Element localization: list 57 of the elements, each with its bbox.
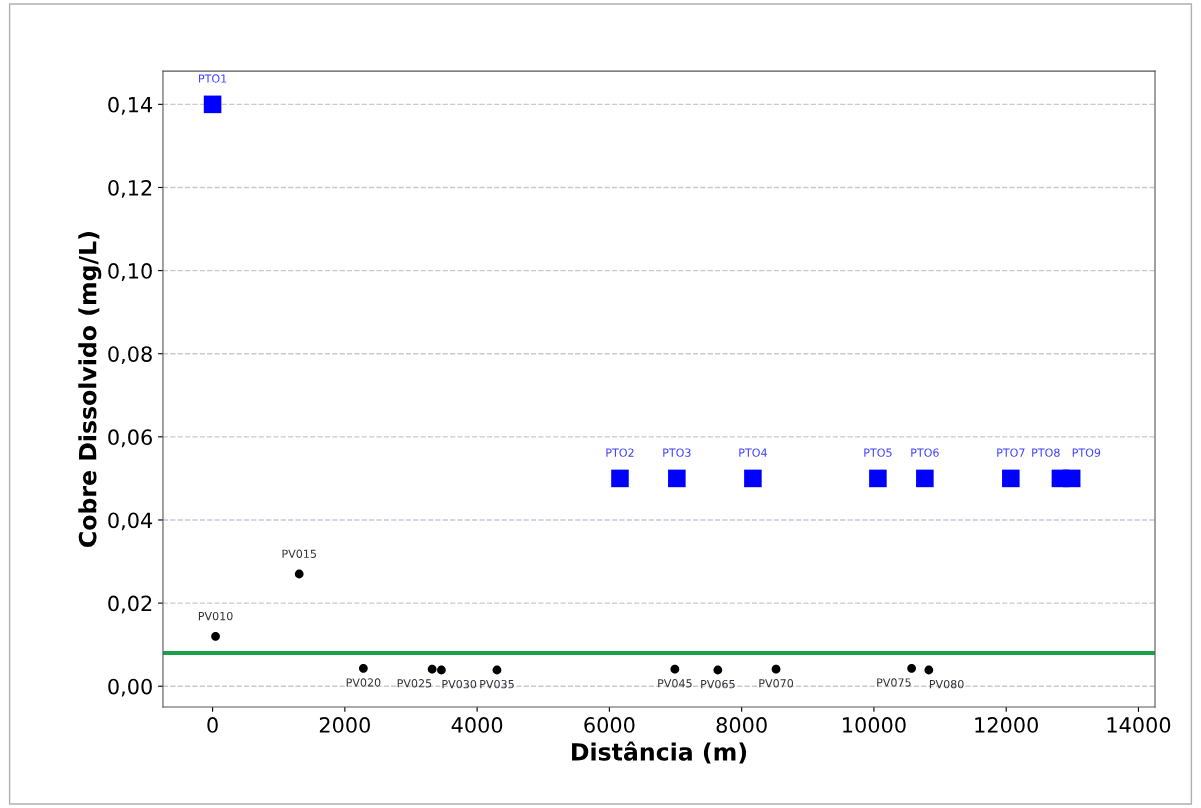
annotation: PV035	[480, 679, 514, 689]
point	[713, 665, 723, 675]
annotation: PTO2	[606, 448, 634, 457]
annotation: PV065	[701, 679, 735, 689]
annotation: PV045	[658, 679, 692, 688]
point	[668, 469, 686, 488]
annotation: PTO8	[1032, 448, 1060, 457]
x-tick-label: 6000	[584, 717, 635, 733]
point	[203, 95, 222, 114]
y-tick-label: 0,14	[108, 96, 153, 115]
annotation: PTO5	[864, 448, 892, 457]
annotation: PTO4	[739, 448, 767, 457]
annotation: PV010	[198, 611, 233, 621]
x-tick-label: 14000	[1107, 717, 1171, 733]
annotation: PV080	[929, 679, 964, 689]
point	[916, 469, 934, 488]
y-axis-title: Cobre Dissolvido (mg/L)	[78, 232, 102, 547]
annotation: PTO7	[997, 448, 1025, 457]
annotation: PV070	[759, 679, 794, 688]
point	[869, 469, 887, 488]
y-tick-label: 0,04	[108, 512, 153, 531]
point	[437, 665, 446, 675]
point	[1002, 469, 1020, 488]
point	[907, 663, 917, 673]
x-tick-label: 4000	[451, 717, 503, 733]
point	[211, 631, 220, 641]
point	[492, 665, 502, 675]
point	[744, 469, 762, 488]
annotation: PTO3	[663, 448, 691, 457]
annotation: PV025	[397, 679, 432, 688]
annotation: PTO6	[911, 448, 939, 457]
point	[427, 664, 437, 674]
y-tick-label: 0,00	[108, 678, 152, 697]
y-tick-label: 0,08	[108, 346, 152, 365]
annotation: PV030	[442, 679, 477, 689]
x-tick-label: 0	[207, 717, 218, 733]
x-axis-title: Distância (m)	[572, 741, 747, 764]
point	[924, 665, 934, 675]
annotation: PTO1	[199, 74, 227, 83]
x-tick-label: 8000	[716, 717, 767, 733]
point	[611, 469, 629, 488]
point	[670, 664, 680, 674]
x-tick-label: 12000	[975, 717, 1038, 733]
annotation: PV075	[877, 678, 911, 687]
x-tick-label: 10000	[843, 717, 906, 733]
point	[358, 663, 368, 673]
point	[771, 664, 781, 674]
y-tick-label: 0,06	[108, 429, 152, 448]
y-tick-label: 0,10	[108, 263, 152, 281]
point	[294, 569, 304, 579]
annotation: PV020	[346, 678, 381, 687]
y-tick-label: 0,12	[108, 179, 152, 198]
x-tick-label: 2000	[319, 717, 370, 733]
y-tick-label: 0,02	[108, 595, 152, 614]
annotation: PTO9	[1072, 448, 1101, 457]
point	[1062, 469, 1081, 488]
annotation: PV015	[282, 549, 316, 558]
